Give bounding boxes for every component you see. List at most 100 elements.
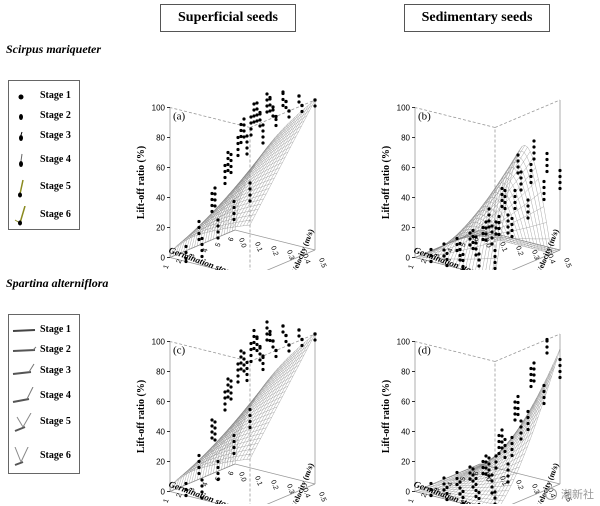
floor-edge-back-y xyxy=(266,483,316,504)
data-point xyxy=(300,343,304,348)
data-point xyxy=(493,496,497,500)
data-point xyxy=(493,254,497,259)
data-point xyxy=(493,260,497,265)
z-axis-label: Lift-off ratio (%) xyxy=(381,380,392,453)
data-point xyxy=(245,134,249,138)
data-point xyxy=(526,198,530,202)
mesh-line xyxy=(246,102,312,226)
data-point xyxy=(242,129,246,133)
data-point xyxy=(519,437,523,441)
data-point xyxy=(313,338,317,342)
data-point xyxy=(442,476,446,480)
data-point xyxy=(184,256,188,261)
data-point xyxy=(510,441,514,446)
data-point xyxy=(236,368,240,372)
mesh-line xyxy=(223,357,289,463)
data-point xyxy=(516,394,520,399)
back-top-edge-x xyxy=(414,107,496,128)
data-point xyxy=(471,234,475,239)
data-point xyxy=(297,100,301,104)
seedling-stage-6-icon xyxy=(14,444,30,466)
data-point xyxy=(506,225,510,229)
data-point xyxy=(210,203,214,208)
data-point xyxy=(532,373,536,377)
data-point xyxy=(261,367,265,372)
data-point xyxy=(526,415,530,420)
data-point xyxy=(468,465,472,469)
data-point xyxy=(300,109,304,114)
stage-tick-label: 1 xyxy=(163,498,171,504)
back-top-edge-x xyxy=(169,341,251,362)
data-point xyxy=(236,362,240,366)
data-point xyxy=(455,476,459,481)
data-point xyxy=(197,453,201,458)
data-point xyxy=(313,104,317,108)
z-tick-label: 20 xyxy=(156,458,165,467)
data-point xyxy=(229,385,233,389)
velocity-tick-label: 0.3 xyxy=(285,483,295,495)
mesh-line xyxy=(431,232,497,262)
data-point xyxy=(516,165,520,169)
mesh-line xyxy=(464,409,531,504)
mesh-line xyxy=(226,349,308,468)
data-point xyxy=(255,119,259,123)
data-point xyxy=(484,472,488,476)
data-point xyxy=(474,488,478,493)
data-point xyxy=(484,454,488,458)
data-point xyxy=(455,482,459,487)
data-point xyxy=(503,437,507,442)
data-point xyxy=(471,467,475,471)
data-point xyxy=(242,117,246,121)
data-point xyxy=(200,236,204,241)
data-point xyxy=(542,401,546,406)
data-point xyxy=(445,497,449,502)
data-point xyxy=(529,180,533,185)
data-point xyxy=(429,247,433,252)
data-point xyxy=(545,337,549,342)
data-point xyxy=(429,259,433,264)
data-point xyxy=(490,224,494,228)
data-point xyxy=(497,451,501,456)
data-point xyxy=(477,258,481,262)
data-point xyxy=(258,124,262,128)
data-point xyxy=(245,366,249,371)
stage-tick-label: 3 xyxy=(434,253,442,259)
data-point xyxy=(519,188,523,192)
data-point xyxy=(223,163,227,168)
data-point xyxy=(232,433,236,438)
data-point xyxy=(197,219,201,224)
data-point xyxy=(516,159,520,163)
data-point xyxy=(213,186,217,190)
data-point xyxy=(268,338,272,343)
z-tick-label: 40 xyxy=(401,194,410,203)
data-point xyxy=(249,353,253,358)
data-point xyxy=(513,418,517,422)
floor-edge-velocity xyxy=(479,463,561,485)
data-point xyxy=(493,502,497,504)
data-point xyxy=(471,485,475,489)
data-point xyxy=(200,496,204,500)
mesh-line xyxy=(243,339,309,460)
data-point xyxy=(506,219,510,223)
y-axis-label: Velocity (m/s) xyxy=(535,227,561,270)
mesh-line xyxy=(226,120,292,229)
data-point xyxy=(258,352,262,356)
stage-tick-label: 4 xyxy=(202,247,210,253)
data-point xyxy=(500,186,504,191)
data-point xyxy=(455,470,459,475)
data-point xyxy=(532,367,536,371)
data-point xyxy=(445,485,449,490)
mesh-line xyxy=(199,383,266,469)
stage-tick-label: 6 xyxy=(228,236,236,242)
data-point xyxy=(281,324,285,328)
data-point xyxy=(510,453,514,458)
y-axis-label: Velocity (m/s) xyxy=(290,461,316,504)
data-point xyxy=(526,216,530,220)
data-point xyxy=(474,253,478,257)
data-point xyxy=(226,377,230,381)
data-point xyxy=(532,139,536,143)
stage-tick-label: 2 xyxy=(421,492,429,498)
data-point xyxy=(258,110,262,115)
mesh-line xyxy=(471,375,553,468)
legend-label: Stage 1 xyxy=(40,324,71,335)
